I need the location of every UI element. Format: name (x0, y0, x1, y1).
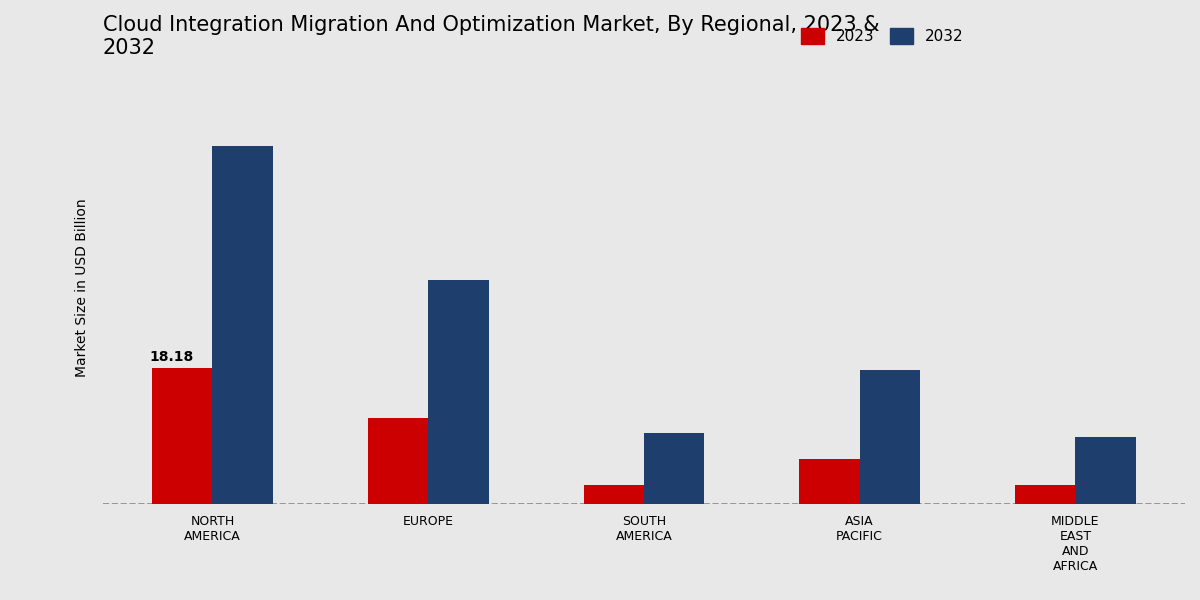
Bar (368, 418, 428, 504)
Bar (1075, 437, 1136, 504)
Text: 18.18: 18.18 (150, 350, 194, 364)
Bar (644, 433, 704, 504)
Bar (1015, 485, 1075, 504)
Bar (859, 370, 920, 504)
Bar (799, 459, 859, 504)
Legend: 2023, 2032: 2023, 2032 (794, 22, 970, 50)
Bar (212, 146, 272, 504)
Bar (152, 368, 212, 504)
Text: Cloud Integration Migration And Optimization Market, By Regional, 2023 &
2032: Cloud Integration Migration And Optimiza… (103, 15, 880, 58)
Bar (583, 485, 644, 504)
Bar (428, 280, 488, 504)
Y-axis label: Market Size in USD Billion: Market Size in USD Billion (74, 198, 89, 377)
